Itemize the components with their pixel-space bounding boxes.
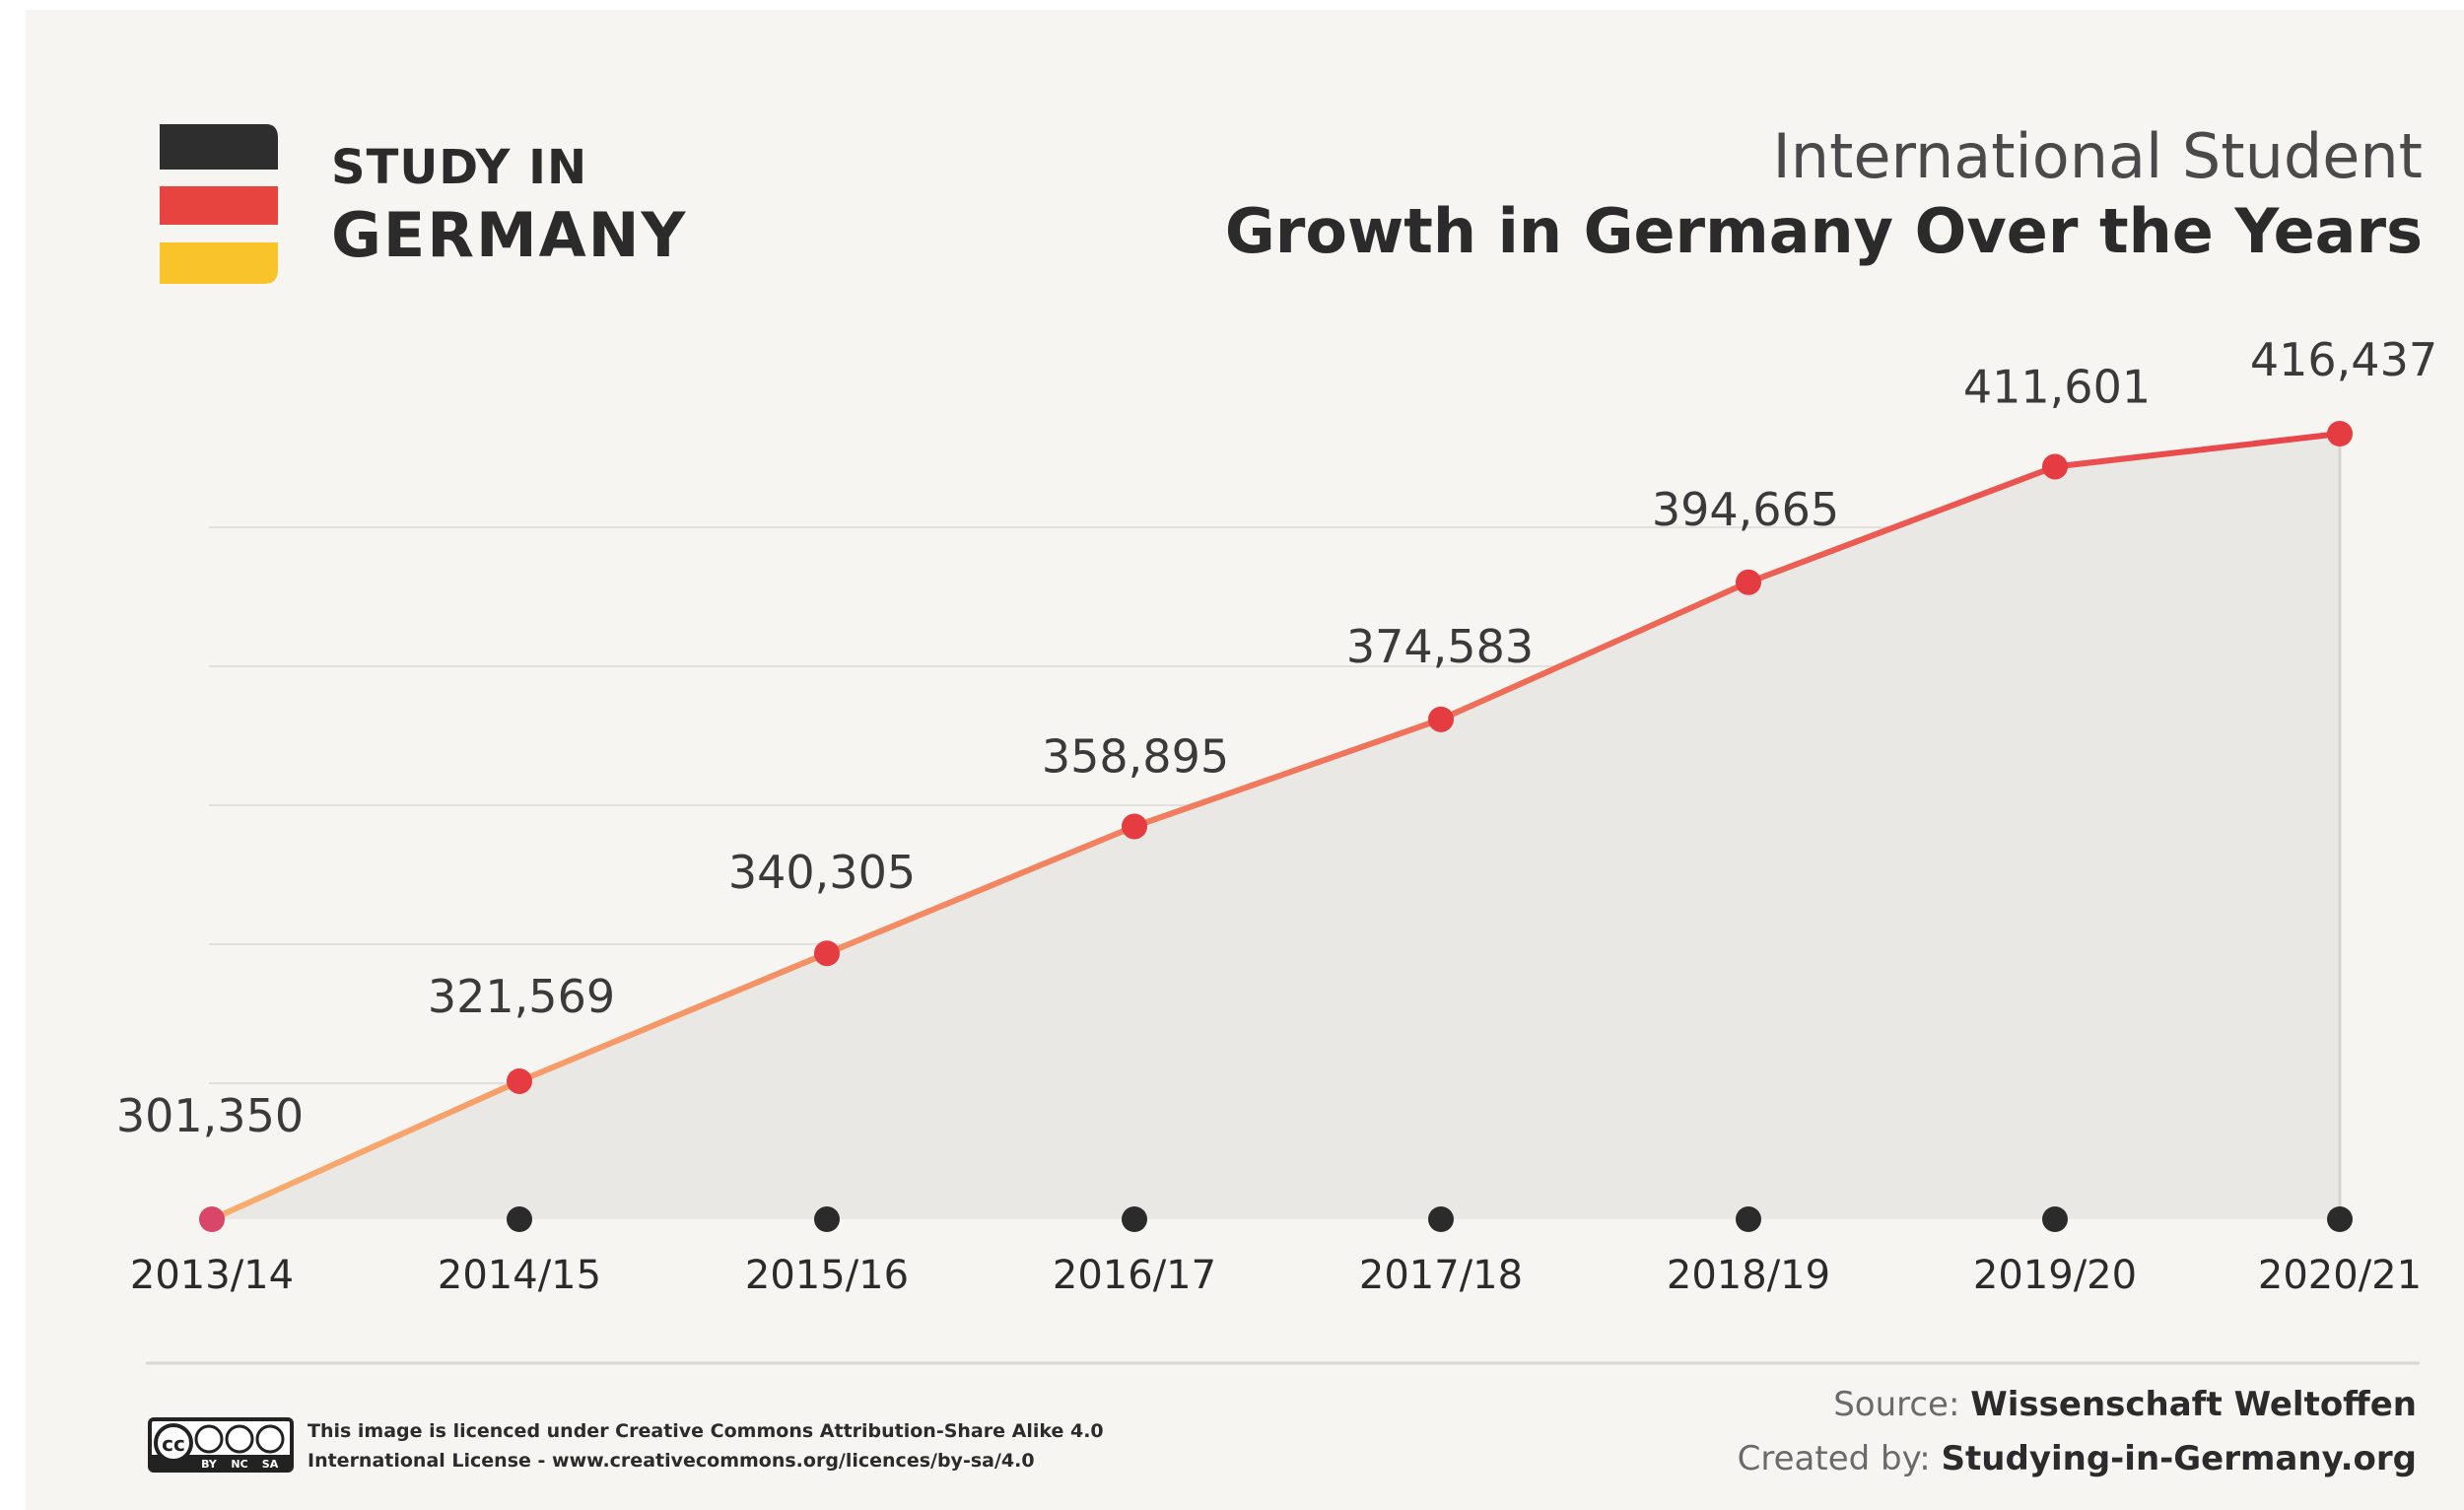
- license-text-line2[interactable]: International License - www.creativecomm…: [308, 1450, 1035, 1472]
- value-label-0: 301,350: [116, 1089, 304, 1142]
- data-points: [199, 421, 2353, 1232]
- data-point-3: [1122, 813, 1147, 840]
- data-line: [209, 431, 2343, 1222]
- source-value: Wissenschaft Weltoffen: [1970, 1385, 2417, 1424]
- brand-line1: STUDY IN: [331, 140, 587, 195]
- area-region: [212, 434, 2340, 1219]
- data-point-7: [2327, 421, 2353, 446]
- data-point-5: [1736, 569, 1761, 595]
- value-labels: 301,350 321,569 340,305 358,895 374,583 394,6…: [116, 333, 2437, 1142]
- data-point-1: [507, 1067, 532, 1094]
- value-label-5: 394,665: [1652, 483, 1839, 536]
- cc-icon: [154, 1423, 193, 1463]
- value-label-7: 416,437: [2250, 333, 2437, 386]
- cc-badge-sa: SA: [262, 1458, 279, 1471]
- brand-logo: STUDY IN GERMANY: [160, 124, 687, 284]
- axis-dot-6: [2042, 1206, 2068, 1232]
- series-line: [209, 431, 2343, 1222]
- brand-line2: GERMANY: [331, 199, 687, 271]
- data-point-0: [199, 1206, 225, 1232]
- created-by-line: Created by: Studying-in-Germany.org: [1738, 1439, 2417, 1478]
- x-tick-label-5: 2018/19: [1667, 1253, 1830, 1298]
- axis-dot-3: [1122, 1206, 1147, 1232]
- data-point-2: [814, 940, 840, 967]
- value-label-2: 340,305: [728, 846, 916, 899]
- created-by-value[interactable]: Studying-in-Germany.org: [1942, 1439, 2417, 1478]
- cc-icon-glyph: cc: [162, 1432, 185, 1456]
- axis-dot-2: [814, 1206, 840, 1232]
- value-label-1: 321,569: [428, 970, 615, 1023]
- sa-icon: [255, 1424, 285, 1454]
- source-line: Source: Wissenschaft Weltoffen: [1833, 1385, 2417, 1424]
- chart-title-light: International Student: [1773, 120, 2423, 192]
- axis-dot-5: [1736, 1206, 1761, 1232]
- x-tick-label-6: 2019/20: [1973, 1253, 2137, 1298]
- cc-badge-by: BY: [201, 1458, 218, 1471]
- data-point-4: [1428, 706, 1454, 732]
- x-tick-label-0: 2013/14: [130, 1253, 294, 1298]
- chart-title-bold: Growth in Germany Over the Years: [1225, 195, 2423, 267]
- value-label-3: 358,895: [1042, 729, 1229, 783]
- x-tick-label-7: 2020/21: [2258, 1253, 2422, 1298]
- flag-stripe-gold: [160, 242, 278, 284]
- by-icon: [194, 1424, 224, 1454]
- flag-stripe-red: [160, 186, 278, 225]
- x-axis: 2013/14 2014/15 2015/16 2016/17 2017/18 2018/…: [130, 1206, 2422, 1298]
- created-by-label: Created by:: [1738, 1439, 1931, 1478]
- license-text-line1: This image is licenced under Creative Co…: [308, 1420, 1104, 1442]
- x-tick-label-2: 2015/16: [745, 1253, 909, 1298]
- cc-license-badge[interactable]: cc BY NC SA: [148, 1417, 294, 1473]
- value-label-4: 374,583: [1346, 620, 1534, 673]
- data-point-6: [2042, 453, 2068, 480]
- flag-stripe-black: [160, 124, 278, 170]
- x-tick-label-4: 2017/18: [1359, 1253, 1523, 1298]
- nc-icon: [225, 1424, 254, 1454]
- axis-dot-1: [507, 1206, 532, 1232]
- cc-badge-nc: NC: [231, 1458, 247, 1471]
- x-tick-label-3: 2016/17: [1053, 1253, 1216, 1298]
- axis-dot-4: [1428, 1206, 1454, 1232]
- x-tick-label-1: 2014/15: [438, 1253, 601, 1298]
- axis-dot-7: [2327, 1206, 2353, 1232]
- source-label: Source:: [1833, 1385, 1959, 1424]
- value-label-6: 411,601: [1963, 360, 2151, 413]
- area-fill: [212, 434, 2342, 1219]
